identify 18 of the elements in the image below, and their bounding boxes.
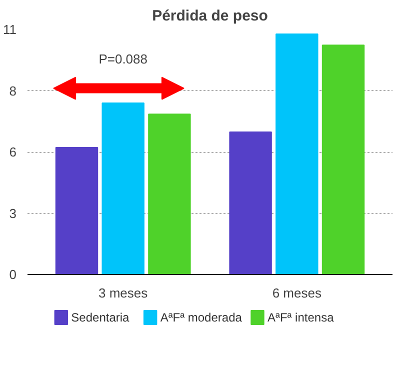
legend-label: Sedentaria xyxy=(71,310,130,324)
bar xyxy=(55,147,98,274)
legend-label: AªFª intensa xyxy=(267,310,334,324)
y-tick-label: 3 xyxy=(9,206,17,221)
bar xyxy=(148,114,191,274)
annotation: P=0.088 xyxy=(98,51,148,66)
bar xyxy=(229,131,272,274)
y-tick-label: 6 xyxy=(9,144,17,160)
bar xyxy=(276,33,318,274)
bar xyxy=(102,102,144,274)
y-tick-label: 8 xyxy=(9,83,17,98)
x-tick-label: 6 meses xyxy=(272,286,322,300)
legend-label: AªFª moderada xyxy=(160,310,242,324)
chart-title: Pérdida de peso xyxy=(152,8,268,24)
bar xyxy=(322,44,365,274)
x-tick-label: 3 meses xyxy=(98,286,148,300)
y-tick-label: 0 xyxy=(9,267,17,282)
y-tick-label: 11 xyxy=(3,22,17,37)
